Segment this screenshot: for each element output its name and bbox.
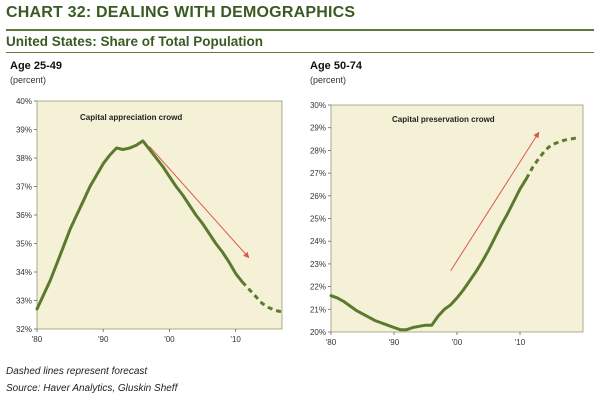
actual-line: [35, 139, 244, 311]
title-rule: [6, 29, 594, 31]
plot-area: [330, 104, 584, 333]
chart-left: 32% 33% 34% 35% 36% 37% 38% 39% 40% '80 '90 '00 '10 C…: [16, 97, 283, 344]
plot-area: [36, 100, 283, 330]
y-tick-label: 26%: [310, 192, 326, 201]
x-tick-label: '90: [98, 335, 109, 344]
y-tick-label: 20%: [310, 328, 326, 337]
right-panel-unit: (percent): [310, 75, 347, 85]
y-tick-label: 32%: [16, 325, 32, 334]
y-tick-label: 25%: [310, 215, 326, 224]
trend-arrow: [149, 146, 250, 259]
right-panel-title: Age 50-74: [310, 60, 362, 72]
y-tick-label: 33%: [16, 297, 32, 306]
x-tick-label: '90: [389, 338, 400, 347]
x-tick-label: '10: [230, 335, 241, 344]
left-panel-unit: (percent): [10, 75, 47, 85]
trend-arrow: [450, 131, 540, 271]
y-tick-label: 35%: [16, 240, 32, 249]
y-tick-label: 27%: [310, 169, 326, 178]
chart-subtitle: United States: Share of Total Population: [6, 34, 264, 49]
x-tick-label: '00: [452, 338, 463, 347]
y-tick-label: 39%: [16, 126, 32, 135]
subtitle-rule: [6, 52, 594, 53]
y-tick-label: 30%: [310, 101, 326, 110]
chart-title: CHART 32: DEALING WITH DEMOGRAPHICS: [6, 4, 356, 21]
x-tick-label: '80: [326, 338, 337, 347]
y-tick-label: 22%: [310, 283, 326, 292]
annotation: Capital appreciation crowd: [80, 113, 182, 122]
forecast-line: [241, 280, 283, 314]
annotation: Capital preservation crowd: [392, 115, 495, 124]
y-tick-label: 23%: [310, 260, 326, 269]
actual-line: [329, 177, 528, 332]
left-panel-title: Age 25-49: [10, 60, 62, 72]
y-tick-label: 34%: [16, 268, 32, 277]
y-tick-label: 40%: [16, 97, 32, 106]
y-tick-label: 29%: [310, 124, 326, 133]
y-tick-label: 36%: [16, 211, 32, 220]
y-tick-label: 38%: [16, 154, 32, 163]
y-tick-label: 24%: [310, 237, 326, 246]
y-tick-label: 37%: [16, 183, 32, 192]
chart-right: 20% 21% 22% 23% 24% 25% 26% 27% 28% 29% 30% '80 '90 '…: [310, 101, 584, 347]
x-tick-label: '00: [164, 335, 175, 344]
x-tick-label: '80: [32, 335, 43, 344]
y-tick-label: 21%: [310, 305, 326, 314]
forecast-note: Dashed lines represent forecast: [6, 366, 148, 377]
source-note: Source: Haver Analytics, Gluskin Sheff: [6, 383, 178, 394]
y-tick-label: 28%: [310, 146, 326, 155]
x-tick-label: '10: [515, 338, 526, 347]
